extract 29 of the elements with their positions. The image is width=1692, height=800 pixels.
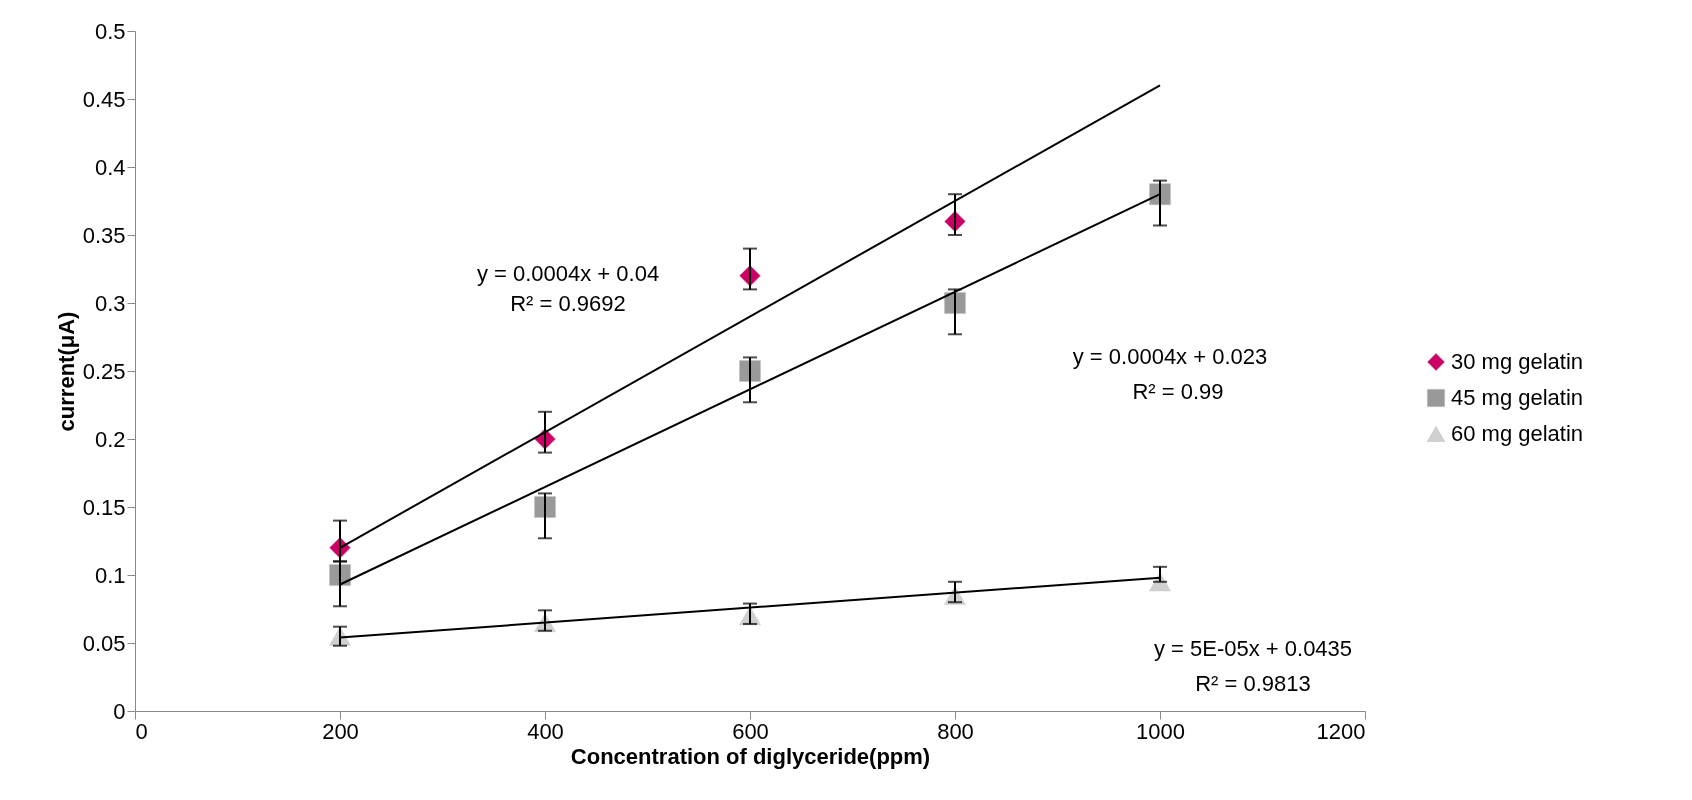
annotation: y = 0.0004x + 0.023 <box>1072 344 1268 369</box>
y-tick-label: 0.15 <box>82 494 126 520</box>
x-tick-label: 1000 <box>1136 718 1185 744</box>
annotation: R² = 0.99 <box>1132 379 1224 404</box>
y-tick-label: 0.05 <box>82 630 126 656</box>
y-tick-label: 0.5 <box>94 18 126 44</box>
y-axis-title: current(μA) <box>53 311 79 432</box>
x-tick-label: 200 <box>322 718 359 744</box>
y-tick-label: 0.25 <box>82 358 126 384</box>
y-tick-label: 0.45 <box>82 86 126 112</box>
annotation: y = 0.0004x + 0.04 <box>476 261 660 286</box>
annotation: y = 5E-05x + 0.0435 <box>1153 636 1353 661</box>
y-tick-label: 0 <box>113 698 126 724</box>
y-tick-label: 0.1 <box>94 562 126 588</box>
x-axis-title: Concentration of diglyceride(ppm) <box>570 743 931 769</box>
x-tick-label: 800 <box>937 718 974 744</box>
legend-label: 60 mg gelatin <box>1451 421 1584 446</box>
legend-label: 30 mg gelatin <box>1451 349 1584 374</box>
y-tick-label: 0.4 <box>94 154 126 180</box>
x-tick-label: 1200 <box>1316 718 1366 744</box>
y-tick-label: 0.35 <box>82 222 126 248</box>
annotation: R² = 0.9692 <box>510 291 626 316</box>
x-tick-label: 400 <box>527 718 564 744</box>
annotation: R² = 0.9813 <box>1195 671 1311 696</box>
x-tick-label: 600 <box>732 718 769 744</box>
x-tick-label: 0 <box>135 718 148 744</box>
legend-label: 45 mg gelatin <box>1451 385 1584 410</box>
y-tick-label: 0.2 <box>94 426 126 452</box>
y-tick-label: 0.3 <box>94 290 126 316</box>
